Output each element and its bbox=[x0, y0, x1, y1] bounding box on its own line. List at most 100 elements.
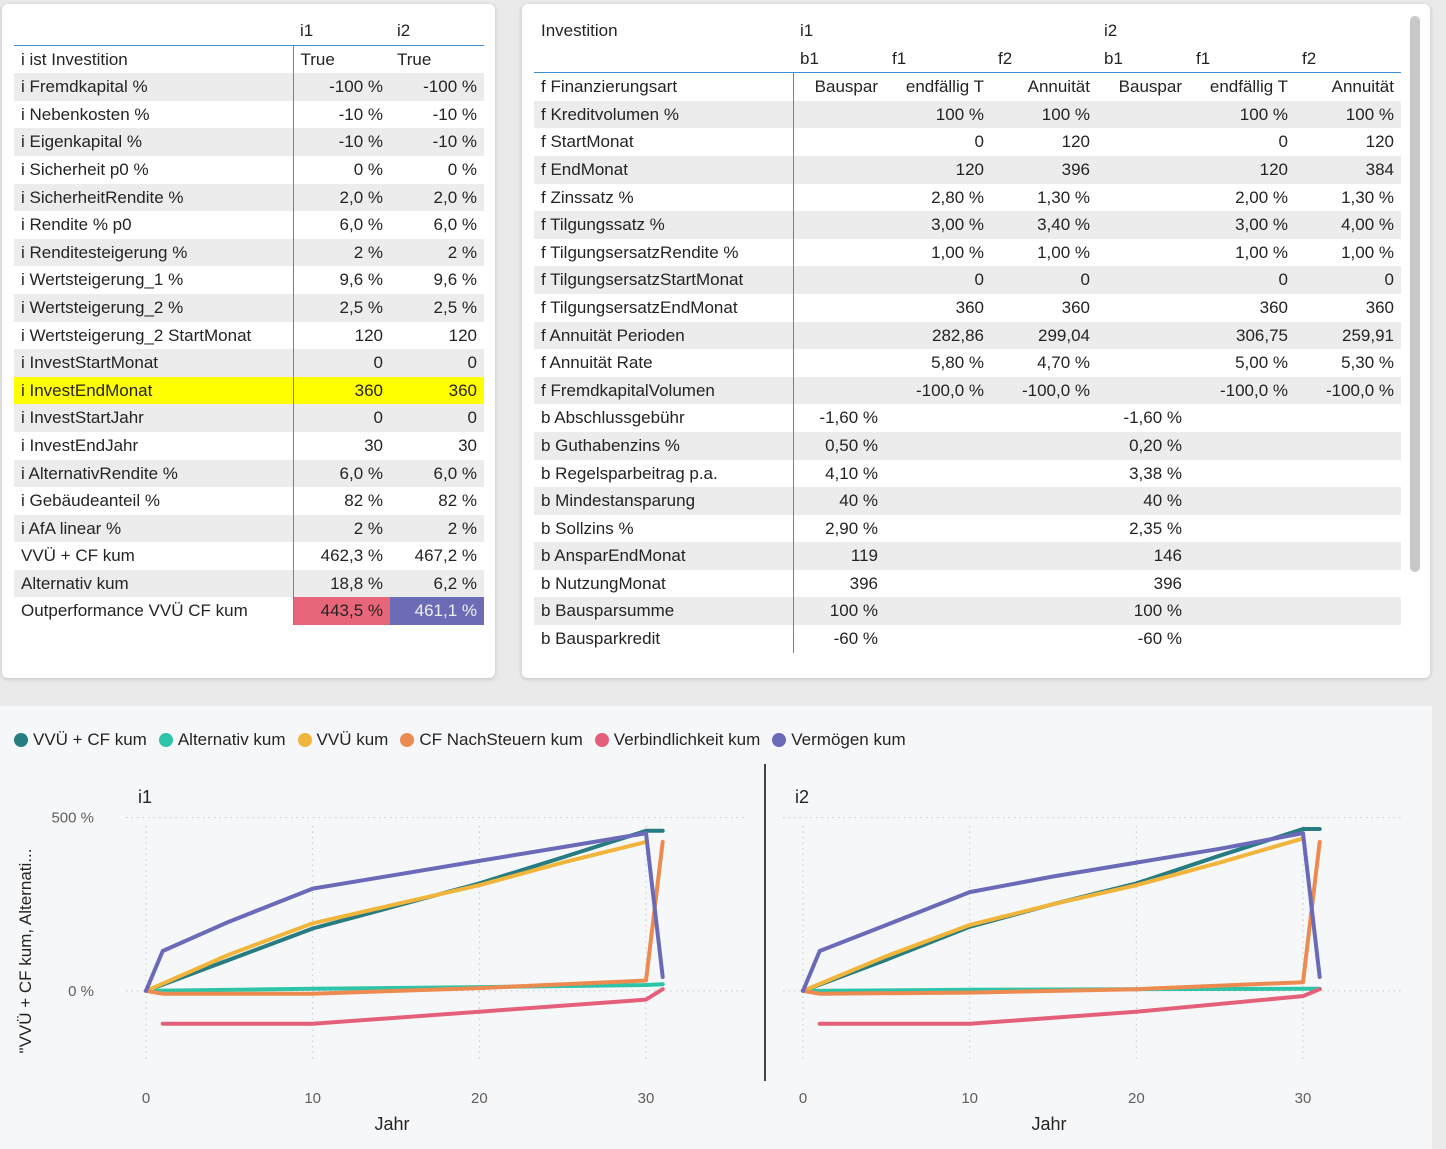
cell-value: 5,00 % bbox=[1235, 353, 1288, 373]
series-line-cf-nachsteuern-kum[interactable] bbox=[801, 839, 1322, 996]
row-label: i InvestEndJahr bbox=[14, 431, 294, 460]
cell-value: 360 bbox=[955, 297, 984, 317]
cell-value: 100 % bbox=[1295, 100, 1401, 129]
table-row: b Bausparsumme 100 % 100 % bbox=[534, 597, 1401, 626]
cell-value bbox=[793, 239, 885, 267]
cell-value bbox=[1097, 211, 1189, 239]
cell-value: 2,80 % bbox=[931, 187, 984, 207]
table-row: f TilgungsersatzEndMonat 360 360 360 360 bbox=[534, 293, 1401, 322]
row-label: i InvestStartJahr bbox=[14, 404, 294, 432]
table-row: i Fremdkapital % -100 % -100 % bbox=[14, 73, 484, 101]
table-row: Outperformance VVÜ CF kum 443,5 % 461,1 % bbox=[14, 597, 484, 626]
cell-value: 4,10 % bbox=[825, 463, 878, 483]
series-line-vv-kum[interactable] bbox=[801, 836, 1305, 993]
cell-value: Bauspar bbox=[814, 77, 878, 97]
cell-value: 360 bbox=[1061, 297, 1090, 317]
cell-value: 3,00 % bbox=[885, 211, 991, 239]
cell-value: 6,0 % bbox=[293, 459, 390, 488]
legend-item[interactable]: Verbindlichkeit kum bbox=[594, 730, 760, 750]
cell-value: 443,5 % bbox=[293, 597, 390, 626]
cell-value: -1,60 % bbox=[819, 408, 878, 428]
row-label: Outperformance VVÜ CF kum bbox=[14, 597, 294, 626]
series-line-verm-gen-kum[interactable] bbox=[144, 831, 665, 993]
cell-value: 396 bbox=[849, 573, 878, 593]
cell-value: 120 bbox=[1189, 155, 1295, 184]
row-label: i Eigenkapital % bbox=[14, 128, 294, 156]
cell-value bbox=[1097, 294, 1189, 322]
series-line-vv-cf-kum[interactable] bbox=[801, 827, 1322, 993]
cell-value: 2,00 % bbox=[1235, 187, 1288, 207]
legend-item[interactable]: Vermögen kum bbox=[772, 730, 906, 750]
table-row: b Regelsparbeitrag p.a. 4,10 % 3,38 % bbox=[534, 459, 1401, 488]
series-line-vv-cf-kum[interactable] bbox=[144, 828, 665, 993]
cell-value: 119 bbox=[793, 542, 885, 570]
cell-value bbox=[991, 625, 1097, 653]
facet-i2: i2 0 10 20 30 Jahr bbox=[783, 787, 1403, 1134]
series-line-vv-kum[interactable] bbox=[144, 839, 648, 993]
cell-value: 6,0 % bbox=[339, 215, 383, 235]
table-row: i Wertsteigerung_2 % 2,5 % 2,5 % bbox=[14, 293, 484, 322]
table-row: b AnsparEndMonat 119 146 bbox=[534, 542, 1401, 570]
row-label: i Sicherheit p0 % bbox=[14, 155, 294, 184]
investment-parameters-card: i1 i2 i ist Investition True True i Fremdkapi… bbox=[2, 4, 495, 678]
cell-value bbox=[885, 542, 991, 570]
header-cell bbox=[991, 17, 1097, 45]
series-line-verbindlichkeit-kum[interactable] bbox=[817, 987, 1322, 1026]
cell-value: 1,00 % bbox=[1235, 242, 1288, 262]
legend-item[interactable]: CF NachSteuern kum bbox=[400, 730, 583, 750]
chart-legend: VVÜ + CF kum Alternativ kum VVÜ kum CF Nach… bbox=[14, 730, 918, 750]
table-row: f Zinssatz % 2,80 % 1,30 % 2,00 % 1,30 % bbox=[534, 183, 1401, 212]
cell-value: 0 bbox=[885, 266, 991, 294]
cell-value: 0 bbox=[293, 404, 390, 432]
legend-item[interactable]: VVÜ kum bbox=[297, 730, 388, 750]
cell-value: 1,00 % bbox=[1341, 242, 1394, 262]
cell-value: 3,40 % bbox=[991, 211, 1097, 239]
row-label: i Rendite % p0 bbox=[14, 211, 294, 239]
table-row: i InvestEndMonat 360 360 bbox=[14, 376, 484, 405]
cell-value bbox=[1295, 597, 1401, 626]
table-row: i AfA linear % 2 % 2 % bbox=[14, 514, 484, 543]
cell-value: 259,91 bbox=[1295, 321, 1401, 350]
table-row: VVÜ + CF kum 462,3 % 467,2 % bbox=[14, 542, 484, 570]
header-empty bbox=[14, 17, 293, 46]
cell-value: 2,35 % bbox=[1129, 518, 1182, 538]
cell-value: 6,0 % bbox=[390, 459, 484, 488]
row-label: f EndMonat bbox=[534, 155, 794, 184]
cell-value: 120 bbox=[885, 155, 991, 184]
table-row: i InvestStartMonat 0 0 bbox=[14, 349, 484, 377]
cell-value: Bauspar bbox=[1118, 77, 1182, 97]
x-tick-label: 20 bbox=[1128, 1090, 1145, 1107]
legend-item[interactable]: Alternativ kum bbox=[158, 730, 286, 750]
cell-value bbox=[1295, 625, 1401, 653]
vertical-scrollbar[interactable] bbox=[1410, 16, 1420, 572]
header-cell: b1 bbox=[1097, 44, 1189, 74]
cell-value bbox=[1295, 431, 1401, 460]
cell-value: 1,00 % bbox=[931, 242, 984, 262]
series-line-verbindlichkeit-kum[interactable] bbox=[160, 987, 665, 1026]
cell-value: 5,80 % bbox=[931, 353, 984, 373]
header-i1: i1 bbox=[293, 17, 390, 46]
cell-value bbox=[1097, 239, 1189, 267]
row-label: b AnsparEndMonat bbox=[534, 542, 794, 570]
cell-value: 2 % bbox=[390, 514, 484, 543]
cell-value: 120 bbox=[354, 325, 383, 345]
table-row: i Rendite % p0 6,0 % 6,0 % bbox=[14, 211, 484, 239]
cell-value: -100,0 % bbox=[885, 376, 991, 405]
cell-value bbox=[991, 487, 1097, 515]
row-label: i InvestEndMonat bbox=[14, 376, 294, 405]
table-row: i Sicherheit p0 % 0 % 0 % bbox=[14, 155, 484, 184]
cell-value: 30 bbox=[458, 435, 477, 455]
cell-value bbox=[991, 597, 1097, 626]
legend-item[interactable]: VVÜ + CF kum bbox=[14, 730, 147, 750]
line-chart: "VVÜ + CF kum, Alternati... i1 0 % 500 % 0 10… bbox=[16, 764, 1403, 1134]
header-cell bbox=[1295, 17, 1401, 45]
table-row: i Gebäudeanteil % 82 % 82 % bbox=[14, 487, 484, 515]
series-line-cf-nachsteuern-kum[interactable] bbox=[144, 839, 665, 996]
y-axis-label: "VVÜ + CF kum, Alternati... bbox=[16, 849, 35, 1054]
table-row: i InvestEndJahr 30 30 bbox=[14, 431, 484, 460]
table-row: b Guthabenzins % 0,50 % 0,20 % bbox=[534, 431, 1401, 460]
cell-value bbox=[885, 460, 991, 488]
y-tick-label: 500 % bbox=[51, 810, 94, 827]
series-line-verm-gen-kum[interactable] bbox=[801, 831, 1322, 993]
cell-value: 100 % bbox=[1189, 100, 1295, 129]
